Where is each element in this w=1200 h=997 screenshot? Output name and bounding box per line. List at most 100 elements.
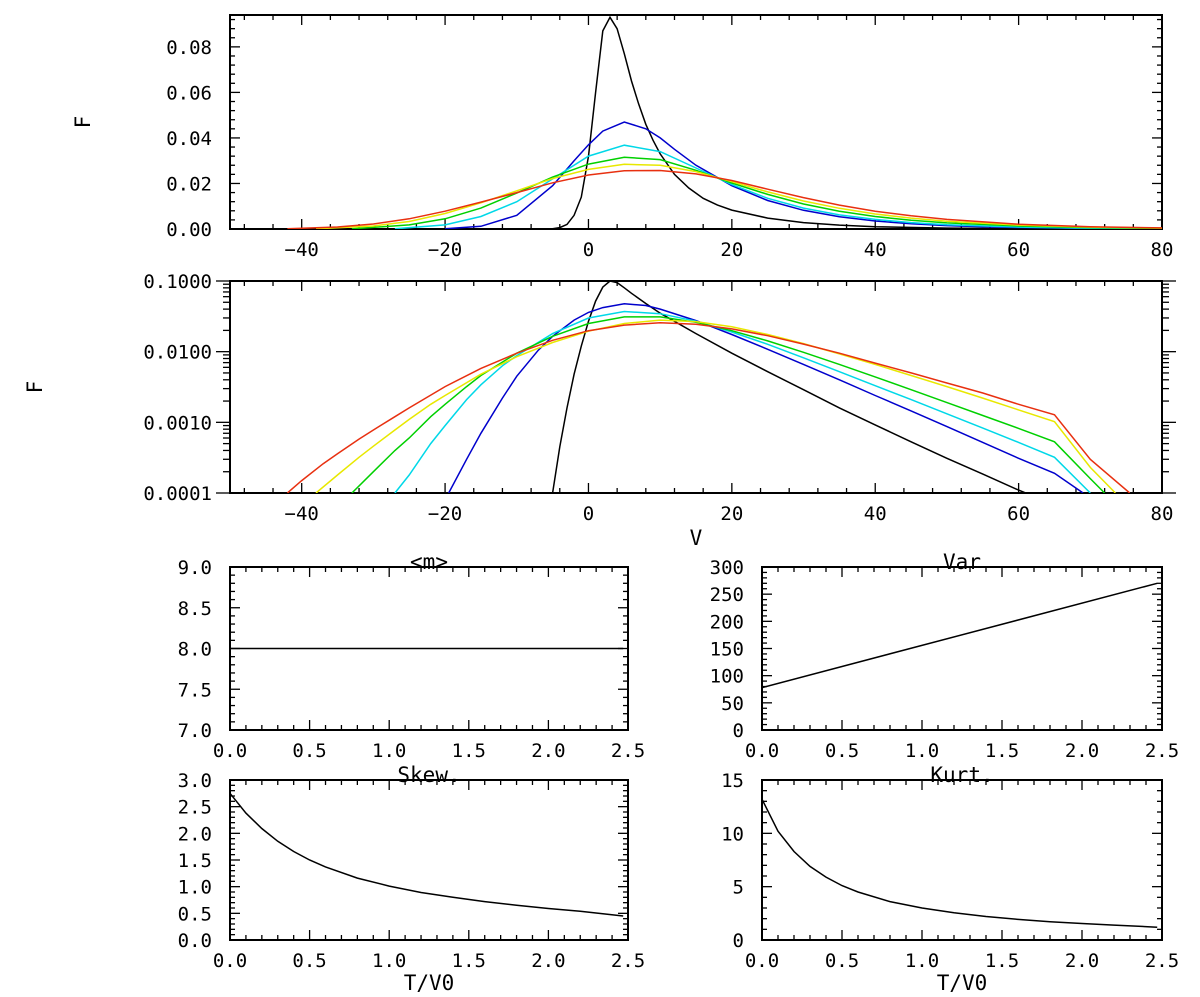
- x-tick-label: 2.0: [1065, 950, 1099, 972]
- y-tick-label: 0.0: [178, 930, 212, 952]
- kurt-panel: 0.0 0.5 1.0 1.5 2.0 2.5 0 5 10 15 Kurt. T/V0: [721, 763, 1179, 995]
- y-tick-label: 15: [721, 770, 744, 792]
- mean-title: <m>: [410, 550, 448, 574]
- top-panel: −40 −20 0 20 40 60 80 0.00 0.02 0.04 0.06 0.08 F: [71, 14, 1174, 261]
- var-panel: 0.0 0.5 1.0 1.5 2.0 2.5 0 50 100 150 200 250 300 Var: [710, 550, 1179, 762]
- x-tick-label: 0.0: [213, 950, 247, 972]
- x-tick-label: 1.5: [985, 740, 1019, 762]
- y-tick-label: 0.04: [166, 128, 212, 150]
- middle-panel: −40 −20 0 20 40 60 80 0.0001 0.0010 0.0100 0.1000 F…: [23, 271, 1176, 550]
- x-tick-label: 80: [1151, 503, 1174, 525]
- x-tick-label: 40: [864, 503, 887, 525]
- kurt-curves: [762, 798, 1158, 928]
- y-tick-label: 0.5: [178, 903, 212, 925]
- x-tick-label: 0: [583, 239, 594, 261]
- middle-series-1: [448, 303, 1084, 493]
- kurt-title: Kurt.: [930, 763, 993, 787]
- x-tick-label: 2.0: [531, 950, 565, 972]
- y-tick-label: 1.5: [178, 850, 212, 872]
- skew-x-axis-label: T/V0: [404, 971, 455, 995]
- y-tick-label: 1.0: [178, 877, 212, 899]
- y-tick-label: 2.5: [178, 797, 212, 819]
- x-tick-label: −40: [285, 503, 319, 525]
- x-tick-label: −40: [285, 239, 319, 261]
- x-tick-label: 1.5: [985, 950, 1019, 972]
- y-tick-label: 0: [733, 930, 744, 952]
- var-plot-frame: [761, 566, 1163, 731]
- x-tick-label: 0.5: [825, 740, 859, 762]
- x-tick-label: −20: [428, 503, 462, 525]
- middle-plot-frame: [229, 280, 1163, 494]
- x-tick-label: 0.0: [213, 740, 247, 762]
- y-tick-label: 9.0: [178, 557, 212, 579]
- x-tick-label: 20: [720, 239, 743, 261]
- mean-panel: 0.0 0.5 1.0 1.5 2.0 2.5 7.0 7.5 8.0 8.5 9.0 <m>: [178, 550, 645, 762]
- skew-plot-frame: [229, 779, 629, 941]
- y-tick-label: 150: [710, 639, 744, 661]
- x-tick-label: 60: [1007, 239, 1030, 261]
- y-tick-label: 7.5: [178, 679, 212, 701]
- skew-series-0: [230, 792, 624, 917]
- var-curves: [762, 582, 1158, 689]
- x-tick-label: 0: [583, 503, 594, 525]
- x-tick-label: 2.5: [1145, 950, 1179, 972]
- top-y-axis-label: F: [71, 116, 95, 129]
- y-tick-label: 50: [721, 693, 744, 715]
- middle-series-0: [551, 281, 1076, 493]
- x-tick-label: 0.0: [745, 950, 779, 972]
- top-series-0: [545, 15, 1162, 229]
- middle-x-axis-label: V: [690, 526, 703, 550]
- y-tick-label: 8.5: [178, 598, 212, 620]
- x-tick-label: 0.5: [292, 950, 326, 972]
- x-tick-label: 1.0: [372, 950, 406, 972]
- y-tick-label: 2.0: [178, 823, 212, 845]
- x-tick-label: 80: [1151, 239, 1174, 261]
- y-tick-label: 0.0100: [143, 342, 212, 364]
- y-tick-label: 0.02: [166, 173, 212, 195]
- middle-series-3: [351, 316, 1106, 493]
- x-tick-label: 60: [1007, 503, 1030, 525]
- top-series-5: [287, 169, 1162, 229]
- y-tick-label: 10: [721, 823, 744, 845]
- var-series-0: [762, 582, 1158, 689]
- x-tick-label: 2.5: [611, 740, 645, 762]
- skew-panel: 0.0 0.5 1.0 1.5 2.0 2.5 0.0 0.5 1.0 1.5 2.0 2.5 3.0 S…: [178, 763, 645, 995]
- x-tick-label: 2.0: [1065, 740, 1099, 762]
- y-tick-label: 0.0001: [143, 483, 212, 505]
- middle-curves: [286, 281, 1131, 493]
- y-tick-label: 250: [710, 584, 744, 606]
- kurt-series-0: [762, 798, 1158, 928]
- x-tick-label: 2.5: [1145, 740, 1179, 762]
- skew-curves: [230, 792, 624, 917]
- x-tick-label: 2.0: [531, 740, 565, 762]
- kurt-plot-frame: [761, 779, 1163, 941]
- y-tick-label: 0.0010: [143, 412, 212, 434]
- top-plot-frame: [229, 14, 1163, 230]
- x-tick-label: 20: [720, 503, 743, 525]
- y-tick-label: 0: [733, 720, 744, 742]
- top-curves: [287, 15, 1162, 229]
- x-tick-label: 40: [864, 239, 887, 261]
- top-series-2: [394, 144, 1162, 229]
- middle-series-5: [286, 322, 1131, 493]
- x-tick-label: 1.0: [372, 740, 406, 762]
- y-tick-label: 8.0: [178, 639, 212, 661]
- x-tick-label: 0.5: [825, 950, 859, 972]
- y-tick-label: 200: [710, 611, 744, 633]
- y-tick-label: 5: [733, 877, 744, 899]
- y-tick-label: 300: [710, 557, 744, 579]
- x-tick-label: 0.5: [292, 740, 326, 762]
- kurt-x-axis-label: T/V0: [937, 971, 988, 995]
- y-tick-label: 0.08: [166, 37, 212, 59]
- x-tick-label: 0.0: [745, 740, 779, 762]
- top-series-4: [315, 163, 1162, 229]
- x-tick-label: 1.5: [452, 950, 486, 972]
- middle-y-axis-label: F: [23, 381, 47, 394]
- skew-title: Skew.: [397, 763, 460, 787]
- middle-series-2: [394, 310, 1091, 493]
- x-tick-label: 1.0: [905, 740, 939, 762]
- y-tick-label: 0.06: [166, 82, 212, 104]
- x-tick-label: 2.5: [611, 950, 645, 972]
- x-tick-label: −20: [428, 239, 462, 261]
